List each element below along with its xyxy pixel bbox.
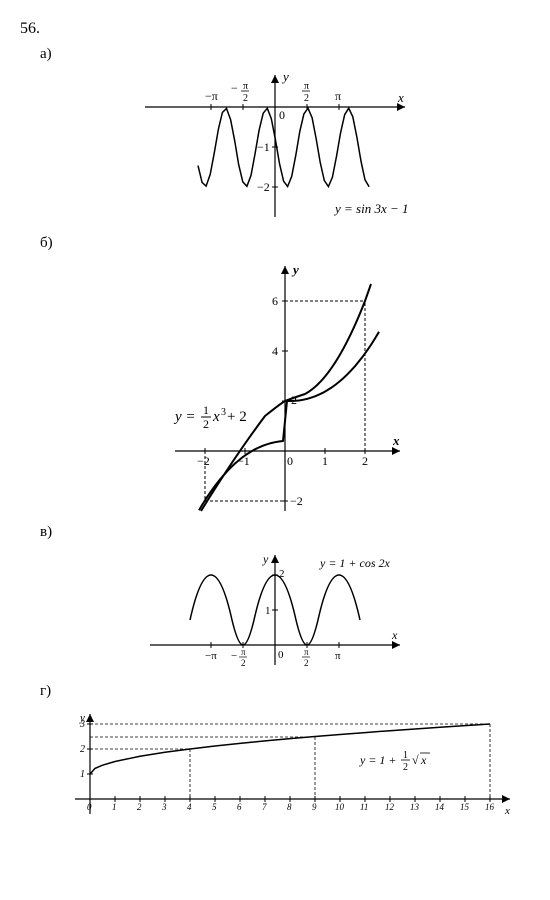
- svg-text:6: 6: [272, 294, 278, 308]
- svg-text:12: 12: [385, 802, 395, 812]
- svg-text:0: 0: [278, 649, 284, 661]
- svg-text:2: 2: [362, 454, 368, 468]
- svg-text:−π: −π: [205, 89, 218, 103]
- svg-text:−2: −2: [290, 494, 303, 508]
- svg-text:3: 3: [161, 802, 167, 812]
- svg-text:π: π: [241, 647, 246, 657]
- svg-text:2: 2: [241, 658, 246, 668]
- svg-text:π: π: [243, 81, 248, 92]
- svg-text:−: −: [231, 81, 238, 95]
- svg-text:2: 2: [304, 658, 309, 668]
- svg-text:x: x: [420, 753, 427, 767]
- problem-number: 56.: [20, 20, 530, 38]
- svg-text:0: 0: [287, 454, 293, 468]
- svg-text:−2: −2: [257, 180, 270, 194]
- chart-c-wrap: x y −π − π 2 0 π 2 π 1 2 y: [20, 545, 530, 675]
- svg-text:√: √: [412, 753, 419, 767]
- svg-text:2: 2: [279, 568, 285, 580]
- part-b-label: б): [40, 235, 530, 252]
- svg-text:1: 1: [112, 802, 117, 812]
- formula-d: y = 1 + 1 2 √ x: [359, 750, 430, 773]
- svg-text:π: π: [335, 650, 341, 662]
- x-axis-label-b: x: [392, 433, 400, 448]
- svg-text:2: 2: [304, 93, 309, 104]
- svg-text:11: 11: [360, 802, 368, 812]
- y-ticks-d: 1 2 3: [79, 719, 93, 780]
- svg-text:−: −: [231, 650, 237, 662]
- part-d-label: г): [40, 683, 530, 700]
- svg-text:1: 1: [80, 769, 85, 780]
- svg-text:1: 1: [265, 605, 271, 617]
- svg-text:0: 0: [279, 108, 285, 122]
- svg-text:9: 9: [312, 802, 317, 812]
- svg-text:2: 2: [80, 744, 85, 755]
- chart-d: y x 0 1 2 3 4 5 6 7 8 9 10 11 12 13 14 1…: [60, 704, 520, 824]
- chart-b-wrap: x y −2 −1 0 1 2 2 4 6 −2: [20, 256, 530, 516]
- svg-text:10: 10: [335, 802, 345, 812]
- svg-text:2: 2: [203, 417, 209, 431]
- part-c-label: в): [40, 524, 530, 541]
- svg-text:1: 1: [203, 403, 209, 417]
- svg-text:1: 1: [403, 750, 408, 761]
- svg-text:x: x: [212, 409, 220, 425]
- svg-text:−π: −π: [205, 650, 217, 662]
- svg-text:5: 5: [212, 802, 217, 812]
- svg-text:15: 15: [460, 802, 470, 812]
- svg-text:y =: y =: [173, 409, 196, 425]
- chart-a: x y −π − π 2 0 π 2 π −1 −2 y = sin: [135, 67, 415, 227]
- x-axis-label: x: [397, 90, 404, 105]
- y-axis-label-b: y: [291, 262, 299, 277]
- svg-text:3: 3: [221, 407, 226, 418]
- svg-text:+ 2: + 2: [227, 409, 247, 425]
- chart-d-wrap: y x 0 1 2 3 4 5 6 7 8 9 10 11 12 13 14 1…: [60, 704, 530, 824]
- chart-b: x y −2 −1 0 1 2 2 4 6 −2: [135, 256, 415, 516]
- y-axis-label-c: y: [262, 552, 269, 566]
- formula-b: y = 1 2 x 3 + 2: [173, 403, 247, 431]
- x-axis-label-c: x: [391, 628, 398, 642]
- chart-c: x y −π − π 2 0 π 2 π 1 2 y: [135, 545, 415, 675]
- svg-text:−2: −2: [197, 454, 210, 468]
- x-axis-label-d: x: [504, 805, 510, 817]
- part-a-label: а): [40, 46, 530, 63]
- svg-text:2: 2: [403, 762, 408, 773]
- svg-text:2: 2: [137, 802, 142, 812]
- svg-text:3: 3: [79, 719, 85, 730]
- chart-a-wrap: x y −π − π 2 0 π 2 π −1 −2 y = sin: [20, 67, 530, 227]
- svg-text:y = 1 +: y = 1 +: [359, 753, 397, 767]
- svg-text:2: 2: [243, 93, 248, 104]
- svg-text:14: 14: [435, 802, 445, 812]
- formula-a: y = sin 3x − 1: [333, 201, 409, 216]
- svg-text:16: 16: [485, 802, 495, 812]
- formula-c: y = 1 + cos 2x: [319, 556, 391, 570]
- svg-text:4: 4: [272, 344, 278, 358]
- svg-text:8: 8: [287, 802, 292, 812]
- y-axis-label: y: [281, 69, 289, 84]
- svg-text:π: π: [304, 647, 309, 657]
- svg-text:1: 1: [322, 454, 328, 468]
- svg-text:13: 13: [410, 802, 420, 812]
- svg-text:−1: −1: [257, 140, 270, 154]
- svg-text:0: 0: [87, 802, 92, 812]
- svg-text:π: π: [304, 81, 309, 92]
- svg-text:4: 4: [187, 802, 192, 812]
- svg-text:π: π: [335, 89, 341, 103]
- svg-text:7: 7: [262, 802, 267, 812]
- svg-text:6: 6: [237, 802, 242, 812]
